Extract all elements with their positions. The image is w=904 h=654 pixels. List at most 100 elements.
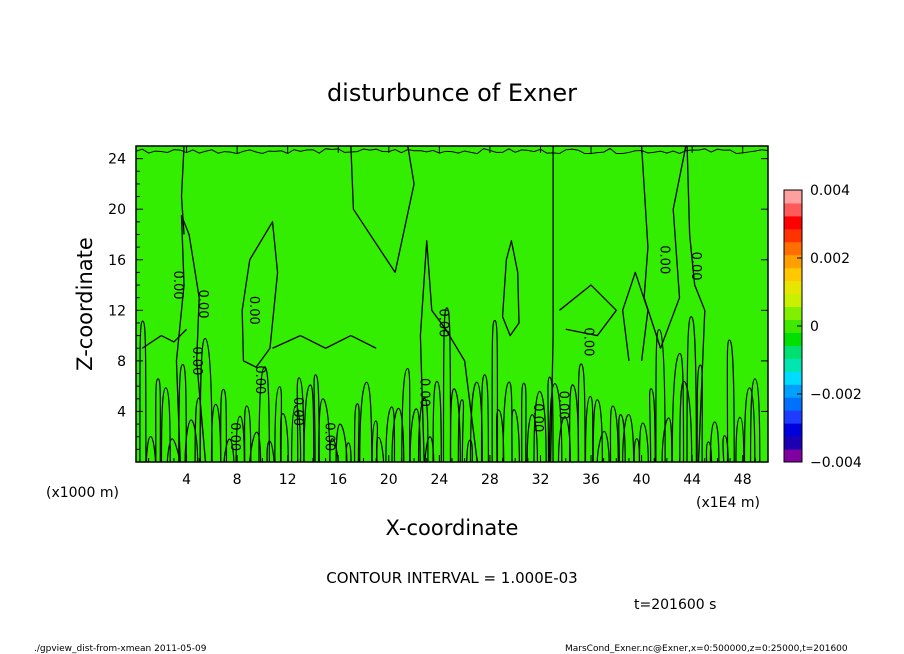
colorbar-swatch-1 — [784, 436, 802, 450]
contour-label-13: 0.00 — [657, 245, 672, 274]
contour-plume — [457, 399, 465, 463]
contour-plume — [491, 319, 499, 463]
contour-plume — [353, 403, 360, 463]
contour-lines — [135, 145, 769, 463]
contour-plume — [548, 382, 563, 463]
colorbar-swatch-3 — [784, 410, 802, 424]
x-tick-label-10: 44 — [683, 472, 701, 488]
contour-plume — [303, 384, 315, 463]
contour-plume — [618, 414, 626, 463]
contour-plume — [385, 406, 396, 463]
contour-plume — [638, 422, 649, 463]
contour-plume — [584, 395, 594, 463]
colorbar-ticks: 0.004 0.002 0 −0.002 −0.004 — [797, 183, 862, 471]
contour-label-12: 0.00 — [581, 327, 596, 356]
plot-area — [136, 146, 768, 462]
contour-plume — [313, 374, 320, 463]
x-axis-ticks: 4 8 12 16 20 24 28 32 36 40 44 48 — [148, 146, 756, 488]
contour-plume — [749, 378, 761, 463]
contour-plume — [184, 419, 199, 463]
contour-line — [640, 145, 687, 349]
colorbar-swatch-5 — [784, 384, 802, 398]
contour-plume — [417, 397, 429, 463]
contour-plume — [547, 376, 554, 463]
contour-plume — [391, 407, 405, 463]
contour-plume — [735, 416, 745, 463]
contour-label-14: 0.00 — [688, 252, 703, 281]
contour-labels: 0.00 0.00 0.00 0.00 0.00 0.00 0.00 0.00 0.00 0.00… — [170, 245, 703, 451]
contour-label-1: 0.00 — [195, 290, 210, 319]
contour-plume — [329, 438, 339, 463]
x-tick-label-6: 28 — [481, 472, 499, 488]
contour-plume — [266, 440, 275, 463]
contour-plume — [235, 415, 245, 463]
contour-plume — [705, 441, 713, 463]
contour-plume — [577, 363, 586, 463]
colorbar-label-4: −0.004 — [810, 455, 862, 471]
colorbar-swatch-8 — [784, 345, 802, 359]
colorbar-swatch-15 — [784, 254, 802, 269]
contour-interval-text: CONTOUR INTERVAL = 1.000E-03 — [326, 569, 577, 587]
colorbar-swatch-0 — [784, 449, 802, 463]
colorbar-label-1: 0.002 — [810, 251, 850, 267]
colorbar-swatch-12 — [784, 293, 802, 308]
colorbar-swatch-11 — [784, 306, 802, 321]
contour-plume — [223, 438, 235, 463]
colorbar-swatch-20 — [784, 190, 802, 204]
x-tick-label-8: 36 — [582, 472, 600, 488]
x-tick-label-5: 24 — [430, 472, 448, 488]
contour-plume — [178, 363, 187, 463]
colorbar-label-2: 0 — [810, 319, 819, 335]
footer-right: MarsCond_Exner.nc@Exner,x=0:500000,z=0:2… — [565, 644, 848, 654]
colorbar-swatch-13 — [784, 280, 802, 295]
contour-plume — [709, 421, 720, 463]
contour-line — [141, 328, 188, 349]
contour-plume — [592, 399, 603, 463]
contour-plume — [199, 337, 213, 463]
y-tick-label-4: 20 — [108, 202, 126, 218]
y-tick-label-3: 16 — [108, 253, 126, 269]
contour-plume — [335, 423, 348, 463]
contour-label-10: 0.00 — [530, 403, 545, 432]
contour-plume — [318, 398, 331, 463]
contour-plume — [145, 435, 157, 463]
y-tick-label-5: 24 — [108, 152, 126, 168]
contour-plume — [726, 339, 735, 463]
contour-plume — [661, 417, 673, 463]
contour-plume — [596, 430, 610, 463]
colorbar-swatch-7 — [784, 358, 802, 372]
contour-plume — [609, 405, 619, 463]
x-tick-label-11: 48 — [734, 472, 752, 488]
colorbar-swatch-10 — [784, 319, 802, 333]
x-unit-label: (x1E4 m) — [696, 495, 760, 511]
x-tick-label-3: 16 — [329, 472, 347, 488]
contour-plume — [521, 382, 527, 463]
colorbar-swatch-2 — [784, 423, 802, 437]
contour-line — [241, 221, 279, 368]
contour-plume — [655, 328, 666, 463]
contour-line — [175, 214, 207, 463]
colorbar-swatch-18 — [784, 215, 802, 230]
contour-label-3: 0.00 — [227, 422, 242, 451]
contour-plume — [291, 404, 302, 463]
y-axis-ticks: 4 8 12 16 20 24 — [108, 152, 768, 450]
contour-label-4: 0.00 — [246, 296, 261, 325]
x-tick-label-2: 12 — [279, 472, 297, 488]
colorbar-label-0: 0.004 — [810, 183, 850, 199]
contour-label-6: 0.00 — [290, 397, 305, 426]
x-tick-label-7: 32 — [532, 472, 550, 488]
colorbar-label-3: −0.002 — [810, 387, 862, 403]
contour-plume — [155, 378, 161, 463]
contour-plume — [696, 364, 703, 463]
contour-line — [559, 284, 617, 337]
y-tick-label-0: 4 — [117, 404, 126, 420]
contour-plume — [258, 366, 270, 463]
contour-plume — [432, 380, 442, 463]
contour-plume — [296, 377, 305, 463]
contour-plume — [526, 414, 539, 463]
y-tick-label-1: 8 — [117, 354, 126, 370]
x-axis-label: X-coordinate — [386, 516, 519, 540]
contour-plume — [409, 408, 421, 463]
x-tick-label-0: 4 — [182, 472, 191, 488]
